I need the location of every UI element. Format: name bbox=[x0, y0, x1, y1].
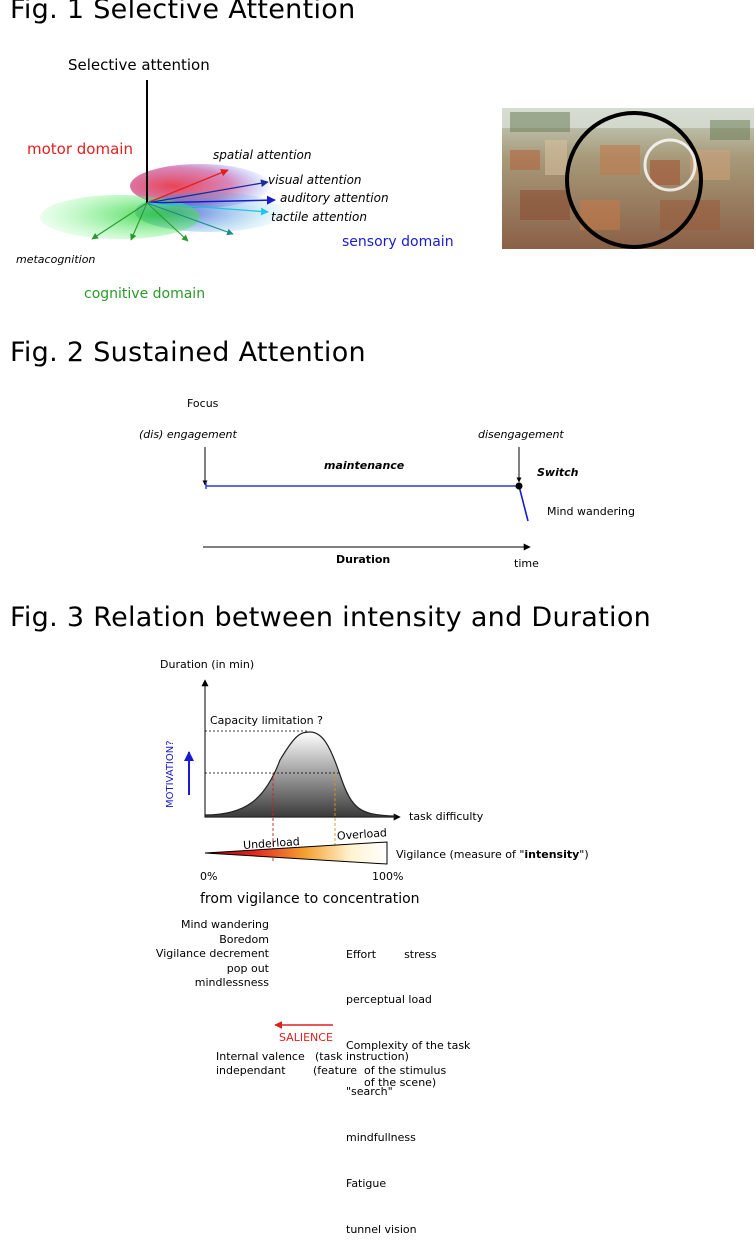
fig1-axis-label: Selective attention bbox=[68, 56, 210, 74]
list-item: Effort stress bbox=[346, 947, 437, 961]
mind-wandering-label: Mind wandering bbox=[547, 505, 635, 518]
disengagement-label: disengagement bbox=[478, 428, 564, 441]
visual-attention-label: visual attention bbox=[268, 173, 362, 187]
fig3-title: Fig. 3 Relation between intensity and Du… bbox=[10, 602, 652, 633]
left-list: Mind wandering Boredom Vigilance decreme… bbox=[100, 918, 269, 991]
intensity-curve bbox=[204, 731, 396, 818]
fig1-title: Fig. 1 Selective Attention bbox=[10, 0, 356, 25]
list-item: pop out bbox=[226, 961, 269, 975]
from-to-label: from vigilance to concentration bbox=[200, 891, 420, 907]
list-item: mindfullness bbox=[346, 1131, 416, 1145]
vigilance-suffix: ") bbox=[579, 848, 589, 861]
visual-arrow bbox=[146, 179, 269, 204]
vigilance-intensity: intensity bbox=[524, 848, 580, 861]
switch-label: Switch bbox=[537, 466, 579, 479]
independant-label: independant bbox=[216, 1064, 286, 1077]
mind-wandering-line bbox=[518, 485, 529, 522]
list-item: Complexity of the task bbox=[346, 1039, 471, 1053]
city-photo bbox=[502, 108, 754, 249]
engagement-label: (dis) engagement bbox=[139, 428, 237, 441]
list-item: perceptual load bbox=[346, 993, 432, 1007]
list-item: Fatigue bbox=[346, 1177, 387, 1191]
list-item: Mind wandering bbox=[181, 918, 269, 931]
attention-domains-shapes bbox=[40, 164, 285, 239]
spatial-attention-label: spatial attention bbox=[213, 148, 312, 162]
sensory-domain-label: sensory domain bbox=[342, 234, 454, 250]
internal-valence-label: Internal valence bbox=[216, 1050, 305, 1063]
spatial-arrow bbox=[146, 169, 229, 204]
list-item: tunnel vision bbox=[346, 1222, 417, 1236]
y-axis-label: Duration (in min) bbox=[160, 658, 255, 671]
feature-stimulus-label: (feature of the stimulus bbox=[313, 1064, 447, 1077]
of-scene-label: of the scene) bbox=[364, 1076, 437, 1089]
salience-label: SALIENCE bbox=[279, 1031, 333, 1044]
focus-label: Focus bbox=[187, 397, 219, 410]
vigilance-prefix: Vigilance (measure of " bbox=[396, 848, 525, 861]
pct-0-label: 0% bbox=[200, 870, 218, 883]
auditory-arrow bbox=[146, 195, 276, 205]
vigilance-label: Vigilance (measure of "intensity") bbox=[396, 848, 589, 861]
list-item: mindlessness bbox=[194, 976, 269, 989]
tactile-arrow bbox=[146, 202, 269, 216]
capacity-label: Capacity limitation ? bbox=[210, 714, 323, 727]
list-item: Vigilance decrement bbox=[155, 947, 269, 960]
motor-domain-label: motor domain bbox=[27, 140, 133, 158]
motivation-label: MOTIVATION? bbox=[165, 740, 176, 808]
tactile-attention-label: tactile attention bbox=[271, 210, 367, 224]
list-item: Boredom bbox=[219, 932, 269, 946]
fig2-title: Fig. 2 Sustained Attention bbox=[10, 337, 366, 368]
cognitive-domain-label: cognitive domain bbox=[84, 286, 206, 302]
auditory-attention-label: auditory attention bbox=[280, 191, 389, 205]
diagram-graphics bbox=[40, 80, 754, 1029]
task-instruction-label: (task instruction) bbox=[315, 1050, 409, 1063]
cognitive-arrow-2 bbox=[130, 202, 148, 241]
pct-100-label: 100% bbox=[372, 870, 404, 883]
cyan-arrow-2 bbox=[146, 202, 234, 236]
metacognition-arrow bbox=[91, 202, 148, 240]
switch-point bbox=[515, 482, 523, 490]
cognitive-arrow-3 bbox=[146, 202, 189, 242]
time-label: time bbox=[514, 557, 539, 570]
vigilance-triangle bbox=[204, 841, 388, 865]
maintenance-label: maintenance bbox=[324, 459, 405, 472]
duration-label: Duration bbox=[336, 553, 391, 566]
x-axis-label: task difficulty bbox=[409, 810, 484, 823]
metacognition-label: metacognition bbox=[16, 253, 96, 266]
